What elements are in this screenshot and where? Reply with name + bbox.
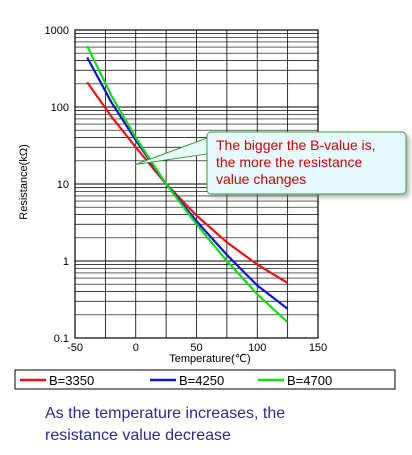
callout: The bigger the B-value is,the more the r…	[135, 131, 407, 195]
x-axis-title: Temperature(℃)	[169, 353, 250, 365]
legend: B=3350 B=4250 B=4700	[14, 369, 396, 390]
y-tick-label: 1	[63, 256, 69, 268]
legend-label: B=4700	[287, 373, 332, 388]
x-tick-label: 150	[309, 342, 327, 354]
y-axis-title: Resistance(kΩ)	[18, 144, 30, 219]
x-tick-label: 100	[248, 342, 266, 354]
x-tick-label: 0	[133, 342, 139, 354]
caption-line: resistance value decrease	[45, 427, 231, 444]
series-line-3	[86, 45, 289, 324]
legend-label: B=4250	[179, 373, 224, 388]
series-line-1	[86, 81, 289, 284]
tick-labels: -50 0 50 100 150 0.1 1 10 100 1000	[45, 25, 328, 354]
y-tick-label: 1000	[45, 25, 69, 37]
x-tick-label: -50	[67, 342, 83, 354]
series-layer	[86, 45, 289, 324]
caption-line: As the temperature increases, the	[45, 405, 285, 422]
y-tick-label: 100	[51, 102, 69, 114]
y-tick-label: 0.1	[54, 333, 69, 345]
legend-box	[14, 369, 396, 390]
legend-label: B=3350	[49, 373, 94, 388]
callout-text-line: value changes	[216, 171, 306, 187]
callout-box	[206, 131, 407, 195]
y-tick-label: 10	[57, 179, 69, 191]
callout-text-line: the more the resistance	[216, 154, 363, 170]
callout-text-line: The bigger the B-value is,	[216, 137, 376, 153]
x-tick-label: 50	[190, 342, 202, 354]
caption: As the temperature increases, the resista…	[45, 405, 285, 444]
